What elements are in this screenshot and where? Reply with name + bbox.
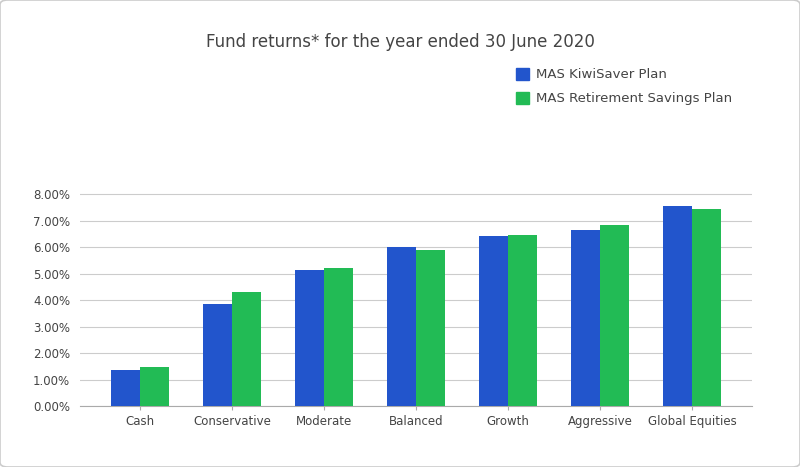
Bar — [232, 292, 262, 406]
Bar — [478, 236, 508, 406]
Bar — [600, 225, 630, 406]
Bar — [386, 247, 416, 406]
Bar — [110, 370, 140, 406]
Bar — [294, 269, 324, 406]
Bar — [570, 230, 600, 406]
Bar — [324, 269, 354, 406]
Bar — [202, 304, 232, 406]
Text: Fund returns* for the year ended 30 June 2020: Fund returns* for the year ended 30 June… — [206, 33, 594, 51]
Bar — [508, 235, 538, 406]
Bar — [662, 206, 692, 406]
Legend: MAS KiwiSaver Plan, MAS Retirement Savings Plan: MAS KiwiSaver Plan, MAS Retirement Savin… — [511, 63, 738, 111]
Bar — [692, 209, 722, 406]
Bar — [416, 250, 446, 406]
Bar — [140, 367, 170, 406]
